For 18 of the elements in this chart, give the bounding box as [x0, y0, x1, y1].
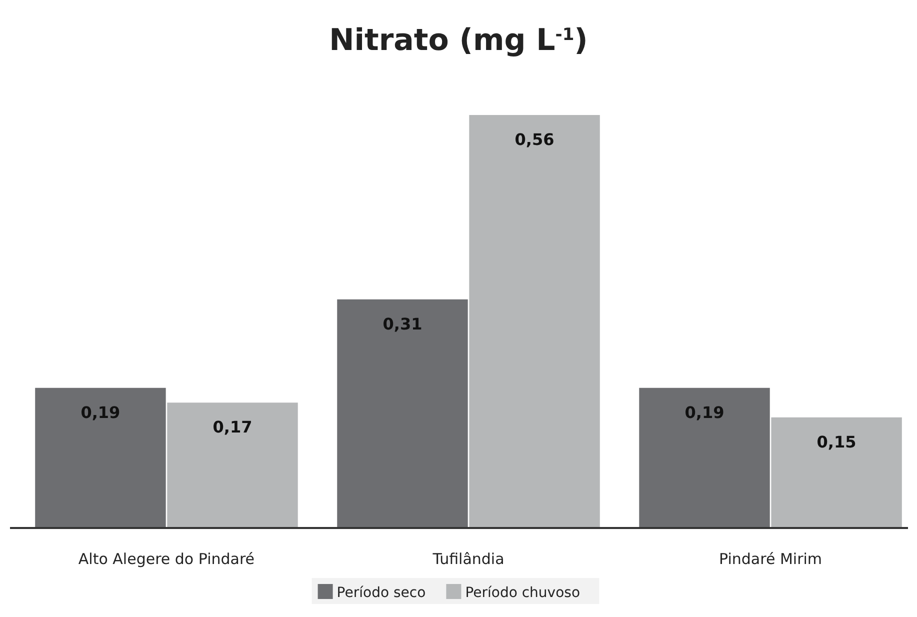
- chart-title: Nitrato (mg L$^{-1}$): [329, 23, 588, 58]
- data-label: 0,19: [684, 402, 724, 422]
- data-label: 0,15: [816, 432, 856, 452]
- data-label: 0,56: [514, 130, 554, 149]
- bar: [35, 388, 166, 528]
- legend-label: Período seco: [336, 585, 426, 601]
- legend-label: Período chuvoso: [465, 585, 580, 601]
- data-label: 0,31: [382, 314, 422, 334]
- x-tick-label: Tufilândia: [432, 550, 504, 568]
- data-label: 0,17: [212, 418, 252, 437]
- bar: [469, 115, 600, 528]
- bar: [167, 402, 298, 528]
- x-tick-label: Pindaré Mirim: [719, 550, 822, 568]
- x-tick-label: Alto Alegere do Pindaré: [78, 550, 255, 568]
- bar: [639, 388, 770, 528]
- bar: [337, 299, 468, 528]
- bar: [771, 417, 902, 528]
- data-label: 0,19: [80, 402, 120, 422]
